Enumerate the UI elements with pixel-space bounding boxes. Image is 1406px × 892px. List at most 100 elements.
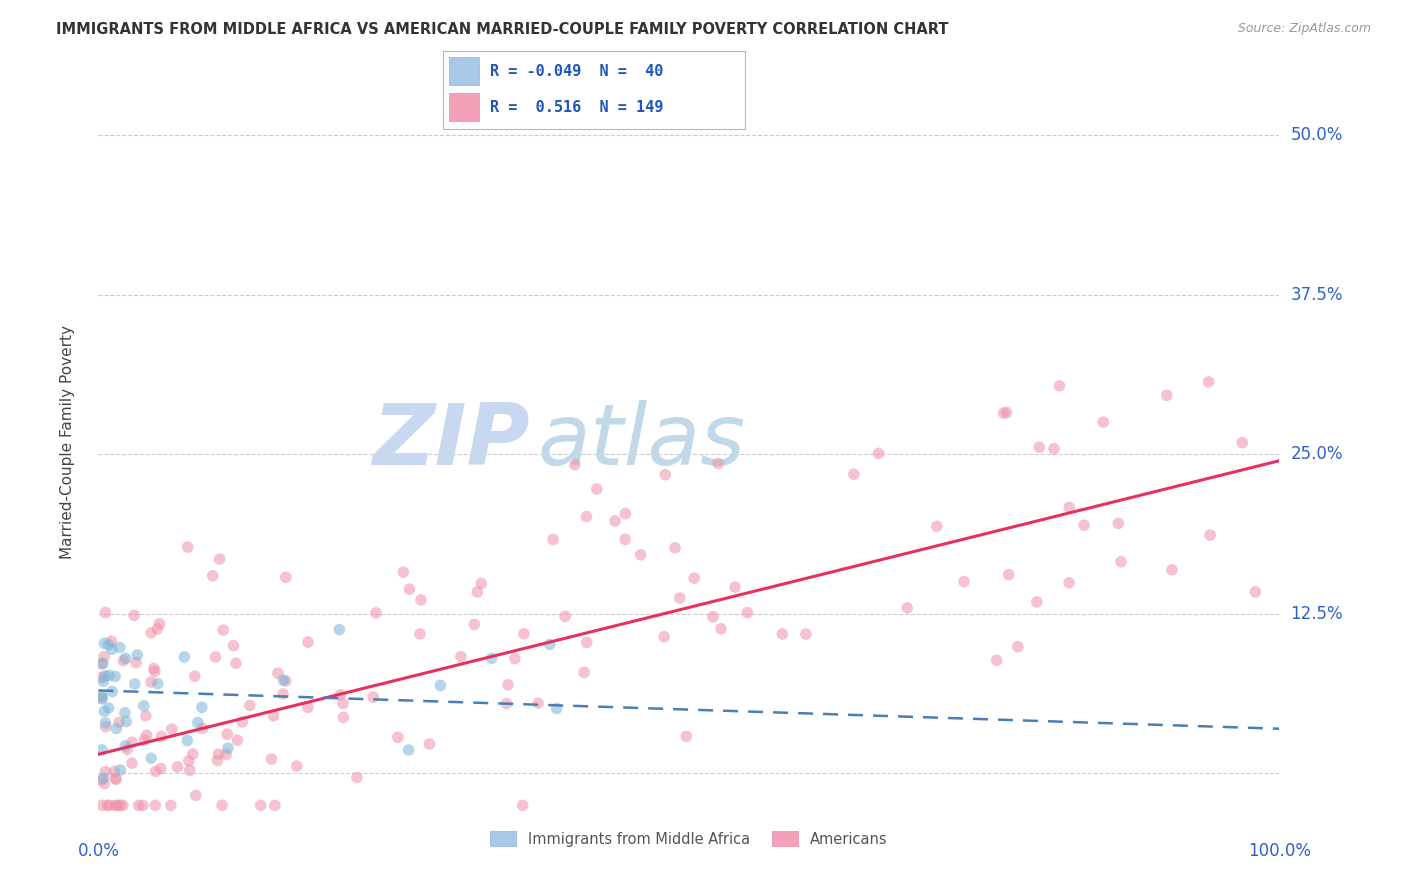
Point	[503, 651, 526, 665]
Point	[201, 569, 224, 583]
Point	[135, 728, 157, 742]
Point	[191, 700, 214, 714]
Point	[575, 635, 598, 649]
Point	[1232, 435, 1254, 450]
Point	[112, 654, 135, 668]
Point	[669, 591, 692, 605]
Point	[896, 601, 918, 615]
Point	[101, 642, 124, 657]
Point	[925, 519, 948, 533]
Point	[141, 625, 163, 640]
Point	[132, 698, 155, 713]
Point	[149, 762, 172, 776]
Point	[97, 798, 120, 813]
Point	[263, 709, 285, 723]
Point	[93, 777, 115, 791]
Legend: Immigrants from Middle Africa, Americans: Immigrants from Middle Africa, Americans	[485, 825, 893, 853]
Point	[121, 756, 143, 771]
Point	[179, 763, 201, 777]
Point	[409, 627, 432, 641]
Point	[166, 760, 188, 774]
Point	[91, 670, 114, 684]
Point	[121, 735, 143, 749]
Point	[115, 714, 138, 729]
Point	[546, 701, 568, 715]
Point	[91, 773, 114, 788]
Text: R =  0.516  N = 149: R = 0.516 N = 149	[489, 100, 664, 115]
Point	[141, 751, 163, 765]
Point	[603, 514, 626, 528]
Point	[173, 649, 195, 664]
Point	[100, 634, 122, 648]
Point	[363, 690, 385, 705]
Point	[392, 565, 415, 579]
Point	[91, 743, 114, 757]
Point	[122, 608, 145, 623]
Point	[108, 715, 131, 730]
Point	[654, 467, 676, 482]
Point	[91, 657, 114, 671]
Point	[143, 665, 166, 679]
FancyBboxPatch shape	[449, 94, 479, 121]
Text: IMMIGRANTS FROM MIDDLE AFRICA VS AMERICAN MARRIED-COUPLE FAMILY POVERTY CORRELAT: IMMIGRANTS FROM MIDDLE AFRICA VS AMERICA…	[56, 22, 949, 37]
Point	[107, 798, 129, 813]
Point	[398, 582, 420, 596]
Point	[207, 747, 229, 762]
Text: 12.5%: 12.5%	[1291, 605, 1343, 623]
Point	[104, 798, 127, 813]
Point	[114, 651, 136, 665]
Point	[1107, 516, 1129, 531]
Point	[117, 742, 139, 756]
Point	[260, 752, 283, 766]
Point	[1057, 575, 1080, 590]
Point	[98, 668, 121, 682]
Point	[1057, 500, 1080, 515]
Point	[1092, 415, 1115, 429]
Point	[93, 649, 115, 664]
Text: R = -0.049  N =  40: R = -0.049 N = 40	[489, 63, 664, 78]
Point	[495, 697, 517, 711]
Point	[398, 743, 420, 757]
Point	[418, 737, 440, 751]
Point	[93, 704, 115, 718]
Point	[114, 739, 136, 753]
Point	[274, 673, 297, 688]
Point	[707, 457, 730, 471]
Point	[160, 722, 183, 736]
Point	[554, 609, 576, 624]
Text: ZIP: ZIP	[371, 400, 530, 483]
Point	[683, 571, 706, 585]
Point	[146, 676, 169, 690]
Point	[94, 606, 117, 620]
Point	[93, 636, 115, 650]
Point	[148, 616, 170, 631]
Point	[332, 710, 354, 724]
Point	[332, 697, 354, 711]
Point	[111, 798, 134, 813]
Point	[143, 798, 166, 813]
Point	[94, 669, 117, 683]
Point	[108, 798, 131, 813]
Point	[204, 650, 226, 665]
Point	[1007, 640, 1029, 654]
Point	[177, 754, 200, 768]
Point	[1156, 388, 1178, 402]
Point	[184, 789, 207, 803]
Point	[652, 630, 675, 644]
Point	[328, 623, 350, 637]
Point	[105, 722, 128, 736]
Point	[387, 731, 409, 745]
Point	[93, 771, 115, 785]
Point	[429, 678, 451, 692]
Point	[986, 653, 1008, 667]
Point	[231, 714, 253, 729]
Point	[997, 567, 1019, 582]
Point	[1198, 375, 1220, 389]
Point	[93, 674, 115, 689]
Point	[207, 754, 229, 768]
Point	[710, 622, 733, 636]
Text: Source: ZipAtlas.com: Source: ZipAtlas.com	[1237, 22, 1371, 36]
Point	[1073, 518, 1095, 533]
Point	[101, 684, 124, 698]
Point	[702, 610, 724, 624]
